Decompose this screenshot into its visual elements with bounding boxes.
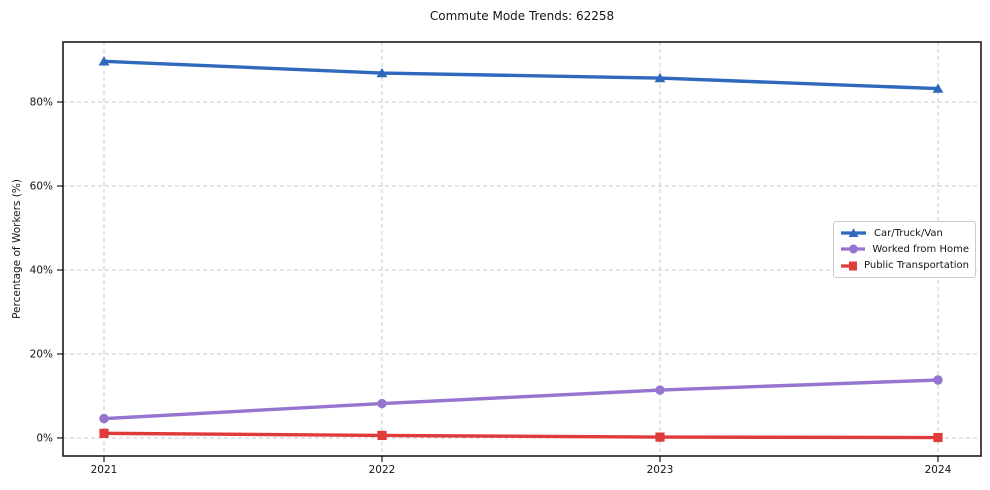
svg-text:2024: 2024	[925, 464, 952, 476]
chart-title: Commute Mode Trends: 62258	[429, 9, 615, 23]
legend-item-car-truck-van: Car/Truck/Van	[840, 225, 969, 241]
legend: Car/Truck/Van Worked from Home Public Tr…	[833, 221, 976, 278]
legend-label: Public Transportation	[864, 260, 969, 272]
svg-text:60%: 60%	[30, 181, 53, 193]
svg-text:0%: 0%	[36, 432, 53, 444]
legend-triangle-marker-icon	[841, 228, 866, 238]
svg-text:80%: 80%	[30, 97, 53, 109]
legend-square-marker-icon	[841, 261, 858, 271]
y-axis-title: Percentage of Workers (%)	[11, 179, 23, 319]
legend-label: Car/Truck/Van	[874, 227, 943, 239]
svg-text:20%: 20%	[30, 348, 53, 360]
svg-text:2022: 2022	[369, 464, 396, 476]
svg-text:2023: 2023	[647, 464, 674, 476]
svg-text:40%: 40%	[30, 264, 53, 276]
legend-label: Worked from Home	[872, 243, 969, 255]
legend-item-worked-from-home: Worked from Home	[840, 241, 969, 257]
svg-text:2021: 2021	[91, 464, 118, 476]
legend-item-public-transportation: Public Transportation	[840, 258, 969, 274]
legend-circle-marker-icon	[841, 244, 866, 254]
